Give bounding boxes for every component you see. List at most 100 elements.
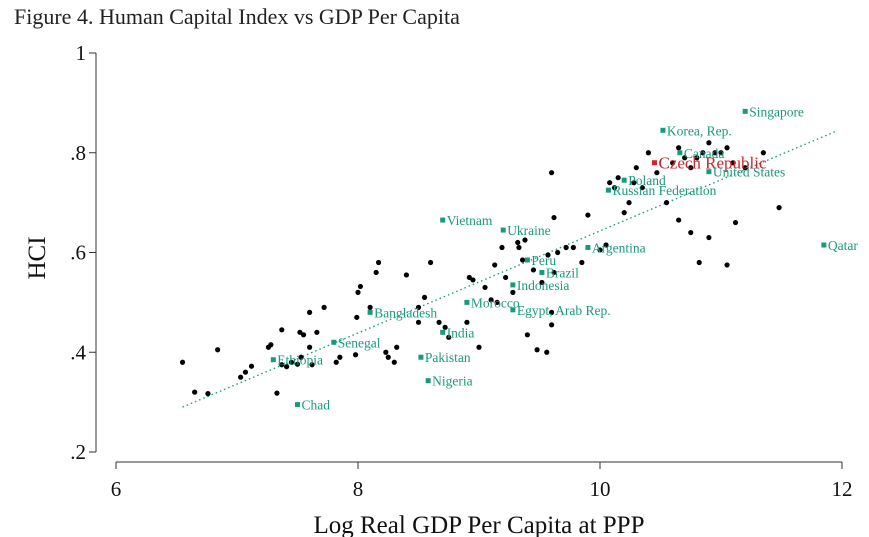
data-point (603, 242, 609, 248)
data-point (730, 160, 736, 166)
labeled-point-marker (660, 127, 666, 133)
data-points (179, 140, 782, 397)
data-point (391, 359, 397, 365)
data-point (563, 244, 569, 251)
data-point (403, 272, 409, 278)
data-point (524, 332, 531, 338)
data-point (179, 359, 186, 365)
point-label: Ukraine (507, 223, 550, 238)
point-label: United States (713, 165, 785, 180)
data-point (724, 145, 730, 151)
labeled-point-marker (821, 242, 827, 248)
point-label: Bangladesh (374, 305, 437, 320)
data-point (694, 155, 700, 161)
data-point (555, 249, 561, 256)
data-point (712, 150, 718, 156)
labeled-point-marker (270, 357, 276, 363)
data-point (615, 175, 621, 181)
data-point (321, 304, 327, 310)
data-point (534, 347, 540, 353)
data-point (510, 289, 516, 295)
data-point (337, 354, 343, 360)
data-point (633, 165, 639, 171)
data-point (549, 309, 555, 315)
data-point (309, 362, 315, 368)
data-point (545, 252, 551, 258)
point-label: Qatar (828, 238, 858, 253)
data-point (530, 267, 537, 273)
data-point (732, 219, 739, 226)
data-point (499, 244, 505, 251)
point-label: Nigeria (432, 374, 472, 389)
data-point (645, 150, 652, 156)
data-point (742, 165, 748, 171)
data-point (639, 185, 645, 191)
labeled-point-marker (510, 282, 516, 288)
data-point (570, 244, 576, 251)
y-tick-label: .4 (70, 340, 86, 364)
data-point (724, 262, 730, 268)
data-point (314, 329, 320, 335)
data-point (192, 389, 198, 395)
data-point (482, 284, 488, 291)
ticks: .2 .4 .6 .8 1 6 8 10 12 (70, 41, 852, 501)
data-point (492, 262, 498, 268)
labeled-point-marker (510, 307, 516, 313)
data-point (688, 165, 694, 171)
point-label: Egypt, Arab Rep. (517, 303, 611, 318)
point-label: Peru (531, 253, 556, 268)
data-point (383, 349, 389, 355)
data-point (298, 354, 304, 360)
data-point (274, 390, 280, 396)
data-point (446, 334, 452, 340)
data-point (488, 297, 494, 303)
data-point (205, 391, 211, 397)
y-tick-label: .2 (70, 440, 86, 464)
data-point (706, 234, 712, 241)
data-point (476, 344, 482, 350)
y-tick-label: 1 (76, 41, 87, 65)
point-label: Indonesia (517, 278, 569, 293)
data-point (515, 239, 521, 246)
data-point (760, 150, 766, 156)
y-axis-title: HCI (24, 236, 51, 279)
data-point (700, 150, 706, 156)
data-point (631, 180, 637, 186)
labeled-point-marker (440, 217, 446, 223)
labeled-point-marker (367, 309, 373, 315)
data-point (242, 369, 249, 375)
labeled-point-marker (331, 339, 337, 345)
data-point (268, 342, 274, 348)
point-label: Vietnam (447, 213, 493, 228)
labeled-point-marker (585, 245, 591, 251)
data-point (551, 269, 557, 276)
data-point (549, 170, 555, 176)
data-point (354, 314, 360, 320)
data-point (579, 259, 585, 266)
data-point (718, 150, 724, 156)
labeled-point-marker (651, 160, 657, 166)
axes (95, 53, 842, 463)
data-point (415, 319, 422, 325)
labeled-point-marker (500, 227, 506, 233)
x-tick-label: 12 (832, 477, 853, 501)
data-point (284, 364, 290, 370)
data-point (333, 359, 339, 365)
data-point (682, 155, 688, 161)
data-point (522, 237, 528, 243)
data-point (696, 259, 702, 266)
data-point (421, 294, 428, 300)
point-label: Poland (628, 173, 666, 188)
data-point (676, 145, 682, 151)
data-point (519, 257, 526, 263)
data-point (607, 180, 613, 186)
data-point (238, 374, 244, 380)
point-label: Morocco (471, 295, 520, 310)
data-point (503, 274, 509, 281)
data-point (307, 309, 313, 315)
point-label: Senegal (338, 335, 381, 350)
x-axis-title: Log Real GDP Per Capita at PPP (313, 512, 644, 537)
point-label: Czech Republic (658, 154, 767, 173)
data-point (394, 344, 400, 350)
